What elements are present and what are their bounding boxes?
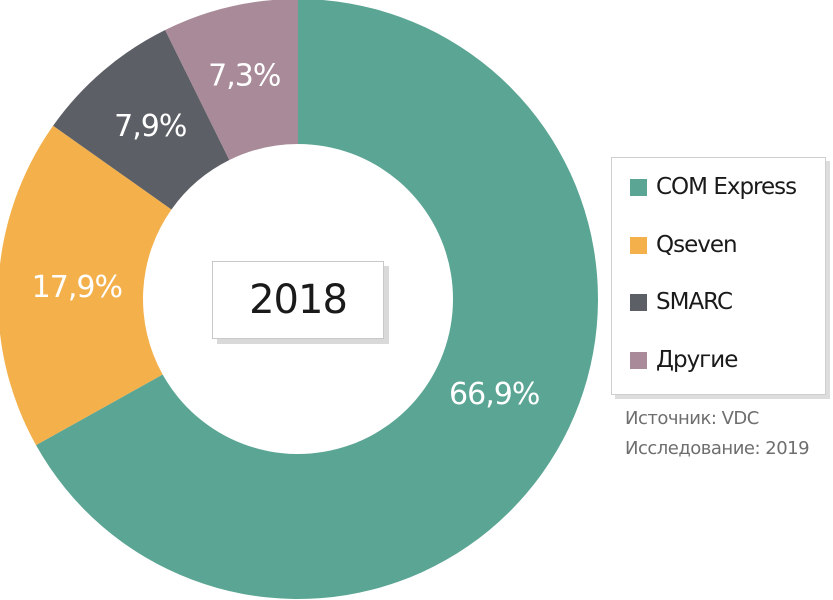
center-year-label: 2018 <box>212 261 384 339</box>
source-line: Источник: VDC <box>625 408 759 429</box>
legend: COM Express Qseven SMARC Другие <box>611 157 826 395</box>
slice-qseven <box>0 125 172 446</box>
legend-label: COM Express <box>656 174 797 200</box>
slice-other <box>165 0 298 161</box>
legend-swatch <box>630 293 647 311</box>
legend-item-qseven: Qseven <box>630 230 738 260</box>
slice-label-other: 7,3% <box>208 58 280 93</box>
legend-item-other: Другие <box>630 345 738 375</box>
slice-label-smarc: 7,9% <box>114 109 186 144</box>
legend-label: Qseven <box>656 232 738 258</box>
legend-item-com-express: COM Express <box>630 172 797 202</box>
source-note: Источник: VDC Исследование: 2019 <box>625 404 810 464</box>
legend-label: SMARC <box>656 289 733 315</box>
slice-label-qseven: 17,9% <box>32 270 122 305</box>
legend-swatch <box>630 351 647 369</box>
legend-swatch <box>630 178 647 196</box>
study-line: Исследование: 2019 <box>625 438 810 459</box>
legend-swatch <box>630 236 647 254</box>
slice-smarc <box>53 30 230 210</box>
legend-label: Другие <box>656 347 738 373</box>
slice-com-express <box>36 0 598 599</box>
slice-label-com-express: 66,9% <box>449 377 539 412</box>
legend-item-smarc: SMARC <box>630 287 733 317</box>
